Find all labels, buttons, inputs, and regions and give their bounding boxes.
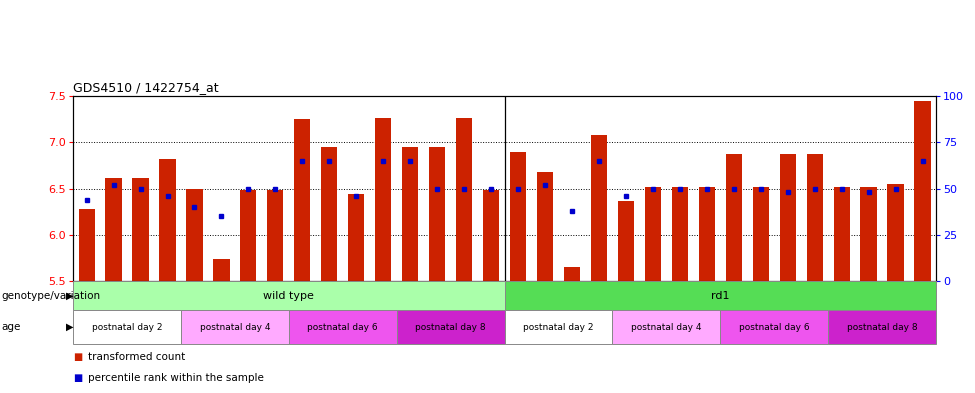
Bar [699,187,715,281]
Bar [456,118,472,281]
Bar [510,152,526,281]
Bar [73,310,181,344]
Bar [397,310,505,344]
Bar [181,310,289,344]
Bar [780,154,796,281]
Bar [348,194,365,281]
Bar [618,201,634,281]
Text: ▶: ▶ [66,291,74,301]
Bar [186,189,203,281]
Text: postnatal day 8: postnatal day 8 [846,323,917,332]
Bar [834,187,850,281]
Text: postnatal day 8: postnatal day 8 [415,323,486,332]
Bar [725,154,742,281]
Bar [672,187,688,281]
Bar [289,310,397,344]
Text: postnatal day 6: postnatal day 6 [307,323,378,332]
Text: ■: ■ [73,373,82,383]
Text: postnatal day 6: postnatal day 6 [739,323,809,332]
Bar [402,147,418,281]
Bar [267,191,284,281]
Bar [429,147,446,281]
Bar [375,118,391,281]
Bar [483,191,499,281]
Text: postnatal day 4: postnatal day 4 [631,323,702,332]
Text: ■: ■ [73,353,82,362]
Bar [806,154,823,281]
Text: transformed count: transformed count [88,353,185,362]
Bar [294,119,310,281]
Bar [240,191,256,281]
Text: ▶: ▶ [66,322,74,332]
Bar [564,267,580,281]
Bar [753,187,769,281]
Bar [861,187,877,281]
Bar [73,281,505,310]
Bar [612,310,721,344]
Bar [915,101,930,281]
Text: postnatal day 2: postnatal day 2 [92,323,162,332]
Text: age: age [1,322,20,332]
Bar [505,281,936,310]
Bar [887,184,904,281]
Text: rd1: rd1 [711,291,729,301]
Bar [214,259,229,281]
Text: GDS4510 / 1422754_at: GDS4510 / 1422754_at [73,81,218,94]
Bar [537,172,553,281]
Text: percentile rank within the sample: percentile rank within the sample [88,373,263,383]
Bar [828,310,936,344]
Bar [133,178,148,281]
Bar [644,187,661,281]
Text: wild type: wild type [263,291,314,301]
Text: postnatal day 2: postnatal day 2 [524,323,594,332]
Bar [321,147,337,281]
Bar [79,209,95,281]
Bar [505,310,612,344]
Text: postnatal day 4: postnatal day 4 [200,323,270,332]
Bar [160,159,176,281]
Bar [105,178,122,281]
Bar [721,310,828,344]
Text: genotype/variation: genotype/variation [1,291,100,301]
Bar [591,135,607,281]
